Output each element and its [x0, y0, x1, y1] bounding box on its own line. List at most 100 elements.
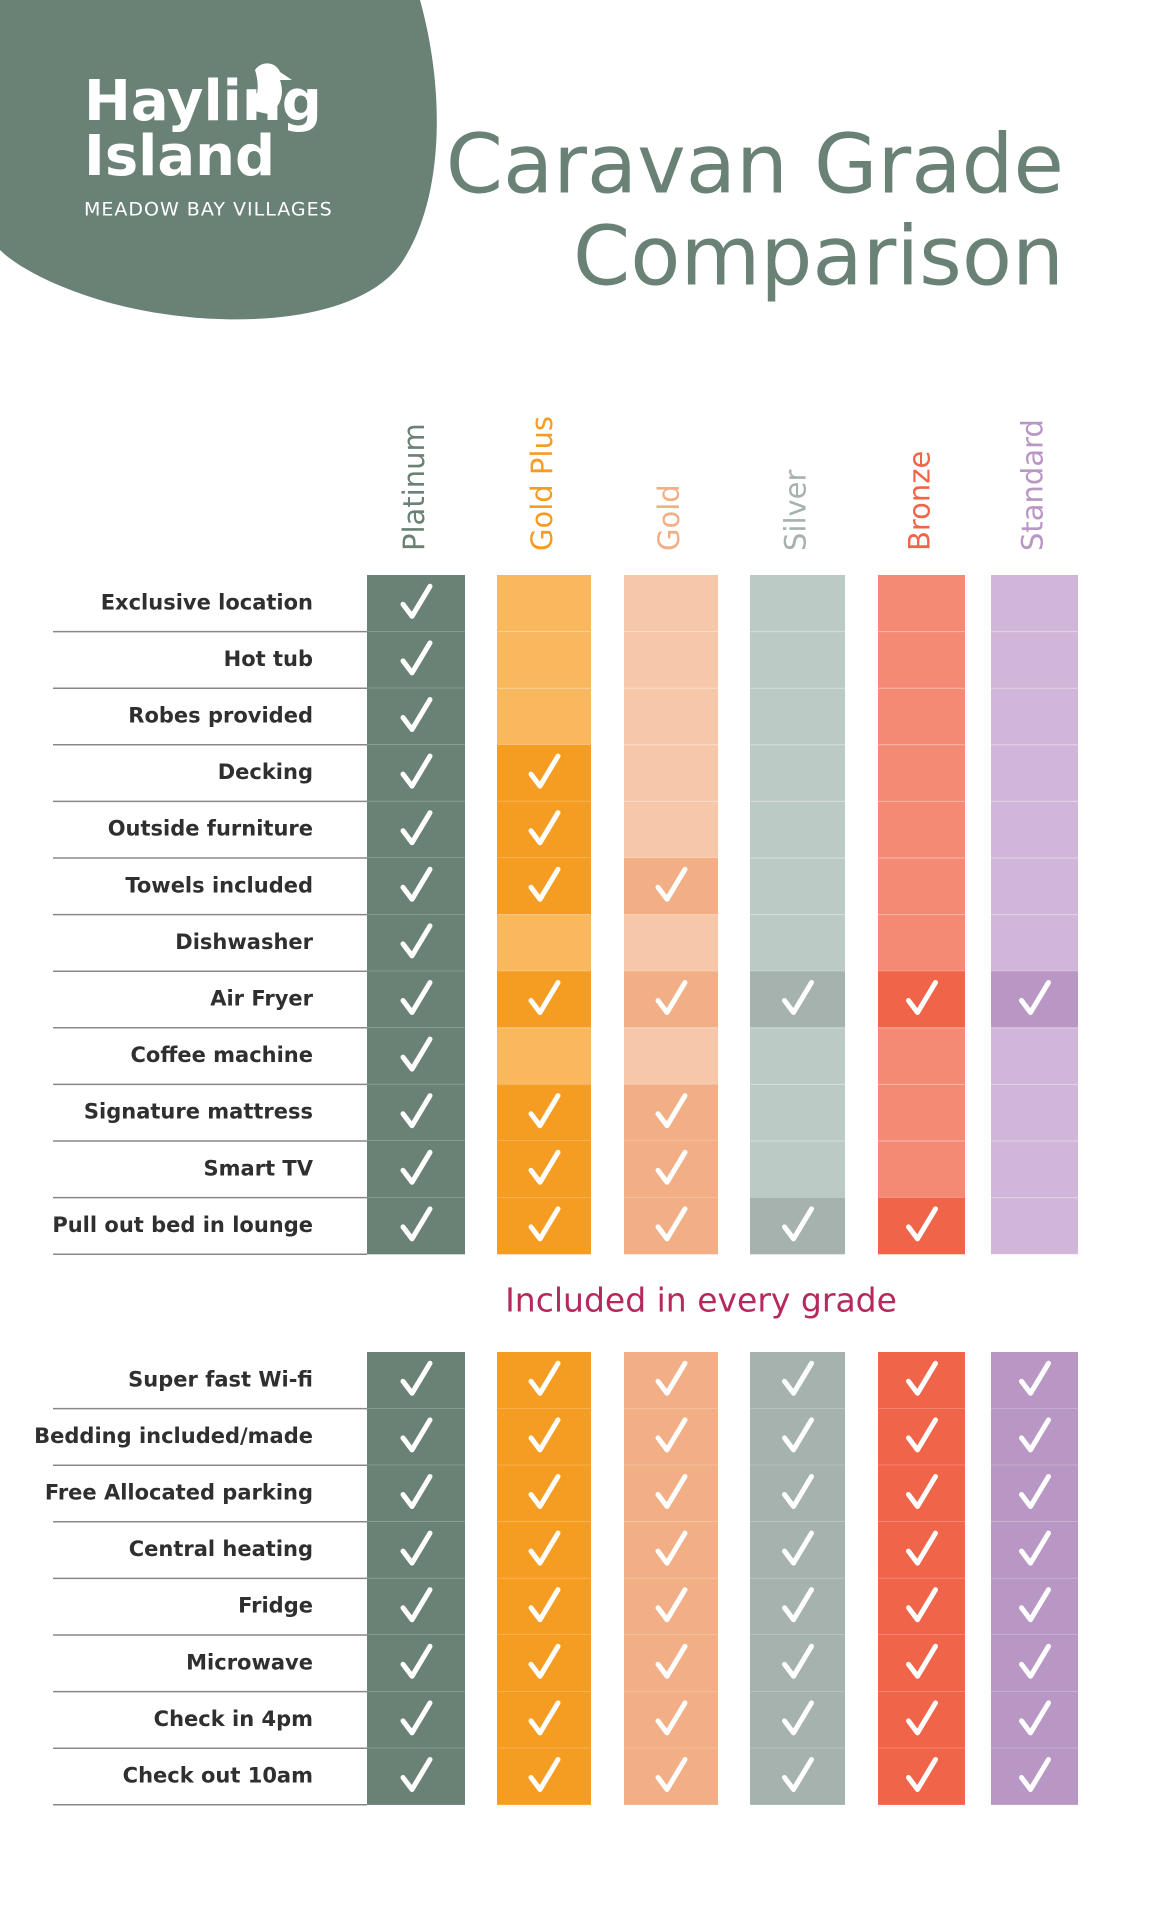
check	[528, 1417, 561, 1453]
feature-label: Central heating	[129, 1537, 313, 1561]
check	[528, 980, 561, 1015]
check	[528, 1474, 561, 1509]
included-cell	[878, 1465, 965, 1522]
included-cell	[497, 1748, 591, 1805]
check	[655, 1700, 688, 1736]
logo-bird	[250, 63, 292, 114]
included-cell	[878, 1691, 965, 1749]
check	[400, 980, 433, 1015]
check	[782, 980, 814, 1015]
included-cell	[624, 1408, 718, 1466]
check	[1019, 1360, 1051, 1396]
included-cell	[367, 971, 465, 1028]
included-cell	[624, 1084, 718, 1141]
included-cell	[750, 1352, 845, 1409]
check	[1019, 1757, 1051, 1792]
title-line1: Caravan Grade	[446, 117, 1064, 212]
check	[528, 1093, 561, 1129]
feature-label: Exclusive location	[101, 590, 313, 614]
included-cell	[367, 1408, 465, 1466]
check	[906, 1206, 938, 1242]
feature-label: Hot tub	[224, 647, 313, 671]
included-cell	[991, 1691, 1078, 1749]
included-cell	[367, 1465, 465, 1522]
check	[400, 1643, 433, 1679]
check	[655, 1587, 688, 1623]
check	[528, 810, 561, 846]
included-cell	[878, 1521, 965, 1579]
grade-header: Platinum	[397, 423, 431, 551]
check	[400, 1700, 433, 1736]
included-cell	[497, 1635, 591, 1692]
included-cell	[497, 1352, 591, 1409]
check	[906, 1700, 938, 1736]
feature-label: Check out 10am	[123, 1764, 313, 1788]
check	[655, 1093, 688, 1129]
check	[655, 1474, 688, 1509]
check	[528, 1587, 561, 1623]
title-line2: Comparison	[573, 209, 1064, 304]
logo-line1: Hayling	[84, 69, 322, 134]
feature-label: Towels included	[125, 873, 313, 897]
feature-label: Decking	[218, 760, 313, 784]
included-cell	[624, 858, 718, 915]
included-cell	[497, 1691, 591, 1749]
included-cell	[367, 1578, 465, 1635]
feature-label: Fridge	[238, 1594, 313, 1618]
check	[782, 1360, 814, 1396]
check	[400, 753, 433, 789]
included-cell	[624, 1635, 718, 1692]
included-cell	[750, 1521, 845, 1579]
included-cell	[367, 1027, 465, 1085]
check	[1019, 1474, 1051, 1509]
feature-label: Air Fryer	[210, 987, 313, 1011]
check	[400, 1417, 433, 1453]
check	[906, 1417, 938, 1453]
check	[655, 1360, 688, 1396]
included-cell	[624, 1748, 718, 1805]
included-cell	[750, 1691, 845, 1749]
feature-label: Robes provided	[128, 704, 313, 728]
feature-label: Smart TV	[204, 1156, 314, 1180]
grade-header: Gold	[652, 484, 686, 551]
check	[1019, 1643, 1051, 1679]
included-cell	[367, 1521, 465, 1579]
included-cell	[991, 1408, 1078, 1466]
check	[1019, 1700, 1051, 1736]
check	[906, 1643, 938, 1679]
included-cell	[497, 1084, 591, 1141]
included-cell	[991, 1748, 1078, 1805]
grade-column	[750, 575, 845, 1255]
included-cell	[624, 1691, 718, 1749]
check	[655, 1757, 688, 1792]
check	[782, 1757, 814, 1792]
included-cell	[624, 1141, 718, 1198]
check	[782, 1206, 814, 1242]
included-cell	[497, 1197, 591, 1255]
grade-header: Gold Plus	[525, 416, 559, 551]
check	[400, 923, 433, 959]
check	[655, 1149, 688, 1185]
check	[528, 1643, 561, 1679]
included-cell	[878, 1197, 965, 1255]
check	[528, 1360, 561, 1396]
included-cell	[497, 1141, 591, 1198]
grade-column	[878, 575, 965, 1255]
included-cell	[878, 1635, 965, 1692]
check	[1019, 1530, 1051, 1566]
check	[400, 1587, 433, 1623]
included-cell	[497, 858, 591, 915]
included-cell	[497, 1465, 591, 1522]
check	[655, 1643, 688, 1679]
included-cell	[750, 1408, 845, 1466]
included-cell	[497, 1408, 591, 1466]
check	[400, 1206, 433, 1242]
feature-label: Super fast Wi-fi	[128, 1367, 313, 1391]
included-cell	[497, 801, 591, 858]
check	[400, 1474, 433, 1509]
included-cell	[367, 858, 465, 915]
included-cell	[624, 1465, 718, 1522]
included-cell	[367, 744, 465, 802]
included-cell	[497, 1521, 591, 1579]
check	[400, 1360, 433, 1396]
